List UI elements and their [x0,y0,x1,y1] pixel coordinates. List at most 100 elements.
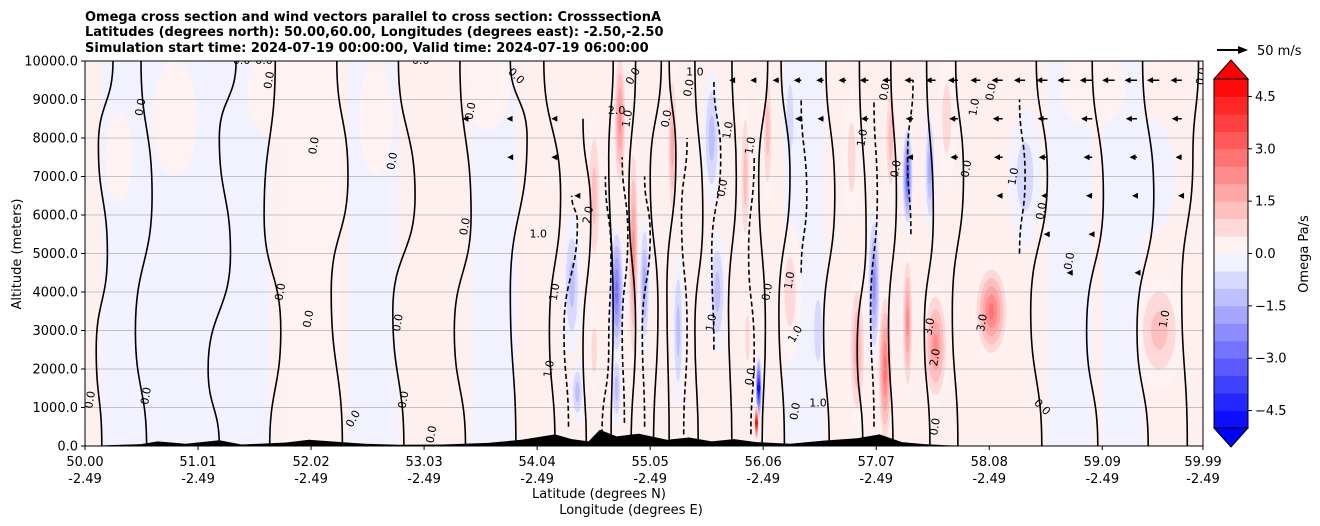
x-tick-label-lat: 58.08 [971,455,1008,470]
omega-contour [509,61,528,446]
omega-contour [951,61,965,446]
x-axis-label-latitude: Latitude (degrees N) [532,487,666,502]
contour-label: 0.0 [1033,201,1049,220]
omega-contours [95,61,1200,446]
wind-vector [925,77,936,84]
wind-vector [507,154,514,161]
omega-level [745,315,750,362]
x-tick-label-lon: -2.49 [181,472,215,487]
omega-contour [628,61,637,446]
y-tick-label: 3000.0 [33,324,79,339]
wind-vector-head [506,115,513,122]
omega-level [988,302,995,320]
wind-vector [1129,154,1137,161]
wind-vector [947,77,958,84]
wind-vector [1178,192,1185,199]
contour-label: 0.0 [877,82,893,101]
contour-label: 0.0 [272,282,288,301]
wind-vector [1170,77,1182,84]
contour-label: 1.0 [547,282,563,301]
x-tick-label-lon: -2.49 [68,472,102,487]
contour-label: 0.0 [457,217,473,236]
colorbar-segment [1214,340,1248,359]
y-axis: 0.0 1000.0 2000.0 3000.0 4000.0 5000.0 6000.0 7… [24,55,85,455]
wind-vector [906,154,914,161]
quiver-key-arrowhead [1238,46,1248,54]
wind-vector-head [817,115,824,122]
wind-vector-head [992,115,999,122]
x-tick-label-lat: 54.04 [519,455,556,470]
chart-title: Omega cross section and wind vectors par… [85,10,664,56]
contour-label: 2.0 [580,205,596,224]
contour-label: 1.0 [1157,309,1173,328]
wind-vector [1088,231,1095,238]
wind-vector-head [795,115,802,122]
negative-omega-contour [601,176,612,435]
colorbar-tick-label: 3.0 [1255,142,1276,157]
contour-labels: 0.0 0.0 0.0 0.0 0.0 0.0 0.0 0.0 0.0 0.0 0.0 0.0 0.0 0… [85,61,1203,444]
omega-level [614,375,619,402]
omega-level [786,84,794,154]
wind-vector-head [949,115,956,122]
contour-label: 0.0 [463,101,479,120]
omega-feature [843,87,860,227]
wind-vector [860,115,869,122]
omega-contour [207,61,237,446]
omega-level [1058,61,1126,127]
x-tick-label-lat: 59.09 [1084,455,1121,470]
wind-vector [859,77,869,84]
wind-vector-head [1038,154,1045,161]
wind-vector [1171,115,1182,122]
omega-contour [727,61,738,446]
negative-omega-contour [747,157,756,435]
x-tick-label-lon: -2.49 [294,472,328,487]
wind-vector [904,77,914,84]
omega-contour [263,61,282,446]
wind-vector [996,192,1003,199]
contour-label: 3.0 [922,317,938,336]
wind-vector-head [1175,154,1182,161]
omega-feature [922,284,949,408]
negative-omega-contour [680,137,688,435]
x-tick-label-lon: -2.49 [633,472,667,487]
colorbar-segment [1214,201,1248,220]
contour-label: 1.0 [686,66,704,79]
wind-vector [838,77,847,84]
x-tick-label-lat: 57.07 [858,455,895,470]
omega-feature [359,61,393,177]
wind-vector-head [816,77,823,84]
y-tick-label: 1000.0 [33,401,79,416]
wind-vector-head [925,77,932,84]
contour-label: 1.0 [703,313,719,332]
wind-vector-head [1146,77,1153,84]
colorbar-segment [1214,183,1248,202]
wind-vector-head [993,154,1000,161]
omega-contour [778,61,791,446]
x-tick-label-lon: -2.49 [859,472,893,487]
omega-contour [923,61,935,446]
colorbar-segment [1214,113,1248,132]
contour-label: 0.0 [261,70,277,89]
wind-vector-head [1036,77,1043,84]
omega-level [872,268,876,300]
wind-vector-head [991,77,998,84]
contour-label: 1.0 [854,128,870,147]
wind-vector [816,77,824,84]
wind-vector-head [1088,231,1095,238]
omega-level [575,381,580,403]
negative-omega-contour [869,99,879,427]
wind-vector [462,115,469,122]
omega-contour [607,61,615,446]
wind-vector-head [1170,77,1177,84]
wind-vector-head [1178,192,1185,199]
omega-contour [666,61,677,446]
omega-contour [1029,61,1049,446]
omega-level [591,326,597,373]
wind-vector-head [750,77,757,84]
quiver-key: 50 m/s [1217,44,1302,59]
contour-label: 1.0 [541,359,557,378]
x-tick-label-lon: -2.49 [520,472,554,487]
wind-vector [1124,77,1137,84]
contour-label: 2.0 [927,348,943,367]
wind-vector [1079,77,1093,84]
